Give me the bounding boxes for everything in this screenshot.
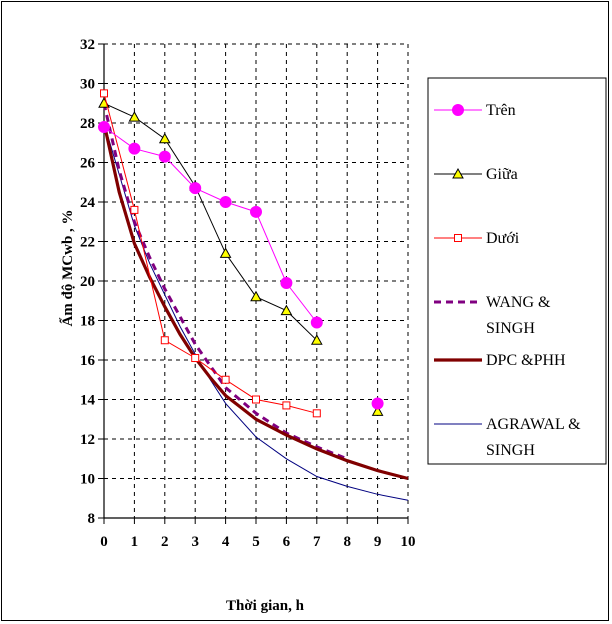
series-d-i xyxy=(100,89,382,418)
y-tick-label: 10 xyxy=(80,472,95,488)
data-point xyxy=(219,247,232,258)
y-tick-label: 18 xyxy=(80,314,95,330)
series-line xyxy=(102,102,348,461)
data-point xyxy=(219,196,232,208)
legend-label: WANG & xyxy=(486,294,551,311)
data-point xyxy=(189,182,202,195)
legend-label: DPC &PHH xyxy=(486,352,566,369)
legend-label: Giữa xyxy=(486,166,518,183)
y-tick-label: 8 xyxy=(88,511,96,527)
y-tick-label: 16 xyxy=(80,353,96,369)
x-tick-label: 0 xyxy=(100,534,108,550)
series-layer xyxy=(98,89,409,501)
x-axis-label: Thời gian, h xyxy=(226,598,305,614)
legend-item-dpc-phh: DPC &PHH xyxy=(434,352,566,369)
data-point xyxy=(280,276,293,289)
legend-item-d-i: Dưới xyxy=(434,230,520,247)
legend-label: AGRAWAL & xyxy=(486,416,581,433)
legend-swatch-marker xyxy=(452,167,464,179)
plot-grid xyxy=(104,43,409,518)
data-point xyxy=(221,375,230,384)
x-tick-label: 3 xyxy=(191,534,199,550)
data-point xyxy=(160,336,169,345)
data-point xyxy=(100,89,108,98)
series-dpc-phh xyxy=(102,122,409,481)
data-point xyxy=(312,409,321,418)
legend-item-tr-n: Trên xyxy=(434,102,516,119)
data-point xyxy=(250,290,262,302)
legend-swatch-marker xyxy=(454,234,462,242)
x-tick-label: 6 xyxy=(283,534,291,550)
y-tick-label: 22 xyxy=(80,235,95,251)
y-tick-label: 24 xyxy=(80,195,96,211)
series-wang-singh xyxy=(102,102,348,461)
data-point xyxy=(250,205,262,218)
data-point xyxy=(130,205,139,214)
x-tick-label: 7 xyxy=(313,534,321,550)
series-line xyxy=(103,93,317,414)
data-point xyxy=(310,316,323,329)
x-tick-label: 8 xyxy=(343,534,351,550)
x-tick-label: 4 xyxy=(222,534,230,550)
series-line xyxy=(102,122,409,481)
data-point xyxy=(158,132,171,144)
x-tick-label: 9 xyxy=(374,534,382,550)
x-tick-label: 5 xyxy=(252,534,260,550)
y-tick-label: 14 xyxy=(80,393,96,409)
legend-label: Dưới xyxy=(486,230,520,247)
y-tick-label: 12 xyxy=(80,432,95,448)
legend-item-gi-a: Giữa xyxy=(434,166,518,183)
x-tick-label: 10 xyxy=(401,534,416,550)
data-point xyxy=(98,120,110,133)
y-tick-label: 32 xyxy=(80,37,95,53)
chart-legend: Trên Giữa Dưới WANG & SINGH DPC &PHH AGRAWAL &… xyxy=(427,77,607,465)
data-point xyxy=(280,304,293,316)
series-tr-n xyxy=(98,120,384,410)
data-point xyxy=(158,150,171,163)
y-tick-label: 30 xyxy=(80,77,95,93)
series-gi-a xyxy=(98,97,384,416)
x-tick-label: 1 xyxy=(131,534,139,550)
legend-swatch-marker xyxy=(452,104,464,116)
x-tick-label: 2 xyxy=(161,534,169,550)
y-axis-label: Ẩm độ MCwb , % xyxy=(58,209,76,326)
data-point xyxy=(371,405,384,416)
data-point xyxy=(371,397,384,410)
data-point xyxy=(252,395,260,404)
y-tick-label: 28 xyxy=(80,116,95,132)
legend-label: Trên xyxy=(486,102,516,119)
data-point xyxy=(282,401,291,410)
legend-item-wang-singh: WANG & SINGH xyxy=(434,294,551,337)
data-point xyxy=(310,334,323,345)
legend-box xyxy=(427,77,607,465)
data-point xyxy=(191,354,200,363)
y-tick-label: 26 xyxy=(80,156,96,172)
legend-item-agrawal-singh: AGRAWAL & SINGH xyxy=(434,416,581,459)
y-tick-label: 20 xyxy=(80,274,95,290)
data-point xyxy=(128,111,141,122)
data-point xyxy=(128,142,141,155)
legend-label: SINGH xyxy=(486,320,535,337)
legend-label: SINGH xyxy=(486,442,535,459)
